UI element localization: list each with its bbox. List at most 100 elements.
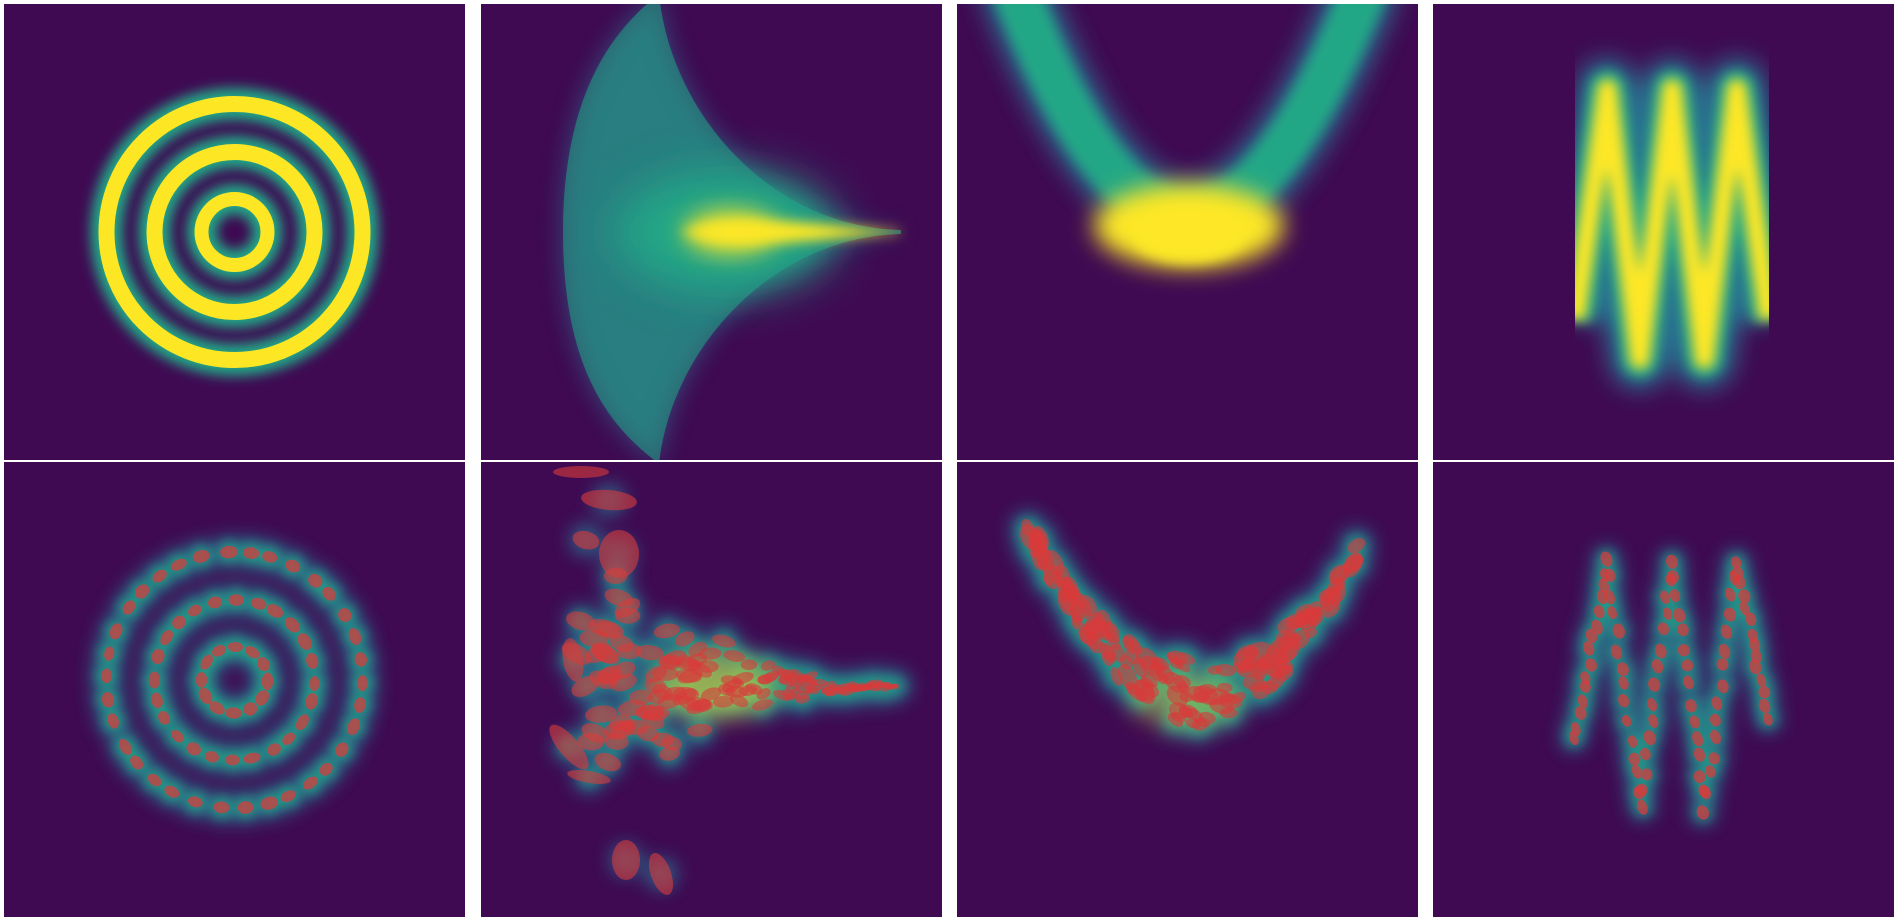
mixture-component <box>1758 686 1771 699</box>
mixture-component <box>1730 556 1742 569</box>
mixture-component <box>354 652 368 667</box>
banana-gaussian-mixture-fit-panel <box>957 462 1418 917</box>
mixture-component <box>1655 643 1667 659</box>
mixture-component <box>1627 735 1638 748</box>
mixture-component <box>1749 659 1762 675</box>
mixture-component <box>1705 765 1716 778</box>
mixture-component <box>1296 606 1323 629</box>
mixture-component <box>888 683 899 690</box>
mixture-component <box>1347 538 1366 554</box>
mixture-component <box>840 688 856 696</box>
mixture-component <box>1267 660 1293 679</box>
mixture-component <box>347 718 361 736</box>
mixture-component <box>1333 579 1345 592</box>
mixture-component <box>148 671 161 689</box>
mixture-component <box>1235 644 1259 662</box>
mixture-component <box>1283 630 1297 642</box>
mixture-component <box>212 645 226 657</box>
mixture-component <box>338 608 352 623</box>
mixture-component <box>164 785 180 798</box>
mixture-component <box>227 641 243 653</box>
mixture-component <box>1651 658 1664 674</box>
mixture-component <box>1711 696 1723 711</box>
mixture-component <box>1122 634 1140 655</box>
mixture-component <box>1692 731 1704 747</box>
mixture-component <box>860 684 872 692</box>
mixture-component <box>1758 698 1771 714</box>
mixture-component <box>1044 572 1054 586</box>
mixture-component <box>877 680 891 689</box>
mixture-component <box>306 653 319 669</box>
mixture-component <box>610 673 637 692</box>
mixture-component <box>594 620 625 639</box>
mixture-component <box>609 634 634 653</box>
mixture-component <box>295 714 309 731</box>
mixture-component <box>1169 657 1184 670</box>
mixture-component <box>659 746 680 761</box>
mixture-component <box>1618 676 1629 690</box>
mixture-component <box>549 724 589 770</box>
mixture-component <box>260 796 278 810</box>
mixture-component <box>1677 623 1689 637</box>
mixture-component <box>1738 589 1751 604</box>
mixture-component <box>172 615 186 630</box>
mixture-component <box>795 684 814 694</box>
mixture-component <box>309 676 320 692</box>
panel-background <box>4 4 465 460</box>
mixture-component <box>308 573 323 588</box>
mixture-component <box>1647 697 1658 712</box>
mixture-component <box>1585 658 1597 672</box>
mixture-component <box>261 672 274 691</box>
mixture-component <box>585 642 612 664</box>
mixture-component <box>562 638 584 682</box>
mixture-component <box>1177 682 1190 693</box>
mixture-component <box>245 646 260 659</box>
mixture-component <box>357 675 368 692</box>
mixture-component <box>1091 618 1110 638</box>
mixture-component <box>738 685 758 697</box>
mixture-component <box>567 769 611 785</box>
mixture-component <box>204 751 219 763</box>
mixture-component <box>773 689 791 701</box>
mixture-component <box>1683 675 1694 690</box>
mixture-component <box>160 629 174 646</box>
mixture-component <box>1098 642 1116 661</box>
funnel-gaussian-mixture-fit-panel <box>481 462 942 917</box>
mixture-component <box>1739 601 1750 616</box>
mixture-component <box>1693 770 1706 784</box>
mixture-component <box>1631 764 1642 779</box>
mixture-component <box>118 738 132 755</box>
mixture-component <box>250 597 267 610</box>
mixture-component <box>267 743 281 756</box>
mixture-component <box>1078 626 1097 646</box>
mixture-component <box>635 645 664 661</box>
mixture-component <box>243 702 258 716</box>
mixture-component <box>1318 588 1335 603</box>
mixture-component <box>731 672 754 685</box>
rings-target-density-panel <box>4 4 465 460</box>
mixture-component <box>589 670 618 689</box>
mixture-component <box>712 695 734 708</box>
mixture-component <box>1710 729 1721 745</box>
mixture-component <box>257 656 270 672</box>
mixture-component <box>1125 648 1141 665</box>
mixture-component <box>1134 679 1156 705</box>
mixture-component <box>752 699 773 711</box>
mixture-component <box>158 710 170 725</box>
mixture-component <box>152 569 167 583</box>
mixture-component <box>594 752 621 772</box>
mixture-component <box>801 671 819 682</box>
mixture-component <box>675 631 695 647</box>
mixture-component <box>647 688 669 704</box>
mixture-component <box>192 549 210 563</box>
mixture-component <box>1020 524 1039 550</box>
mixture-component <box>740 659 758 671</box>
mixture-component <box>1709 713 1721 727</box>
mixture-component <box>672 688 697 706</box>
mixture-component <box>1666 570 1679 584</box>
mixture-component <box>1607 606 1618 620</box>
mixture-component <box>225 754 240 766</box>
mixture-component <box>1238 658 1256 671</box>
mixture-component <box>1666 554 1679 569</box>
